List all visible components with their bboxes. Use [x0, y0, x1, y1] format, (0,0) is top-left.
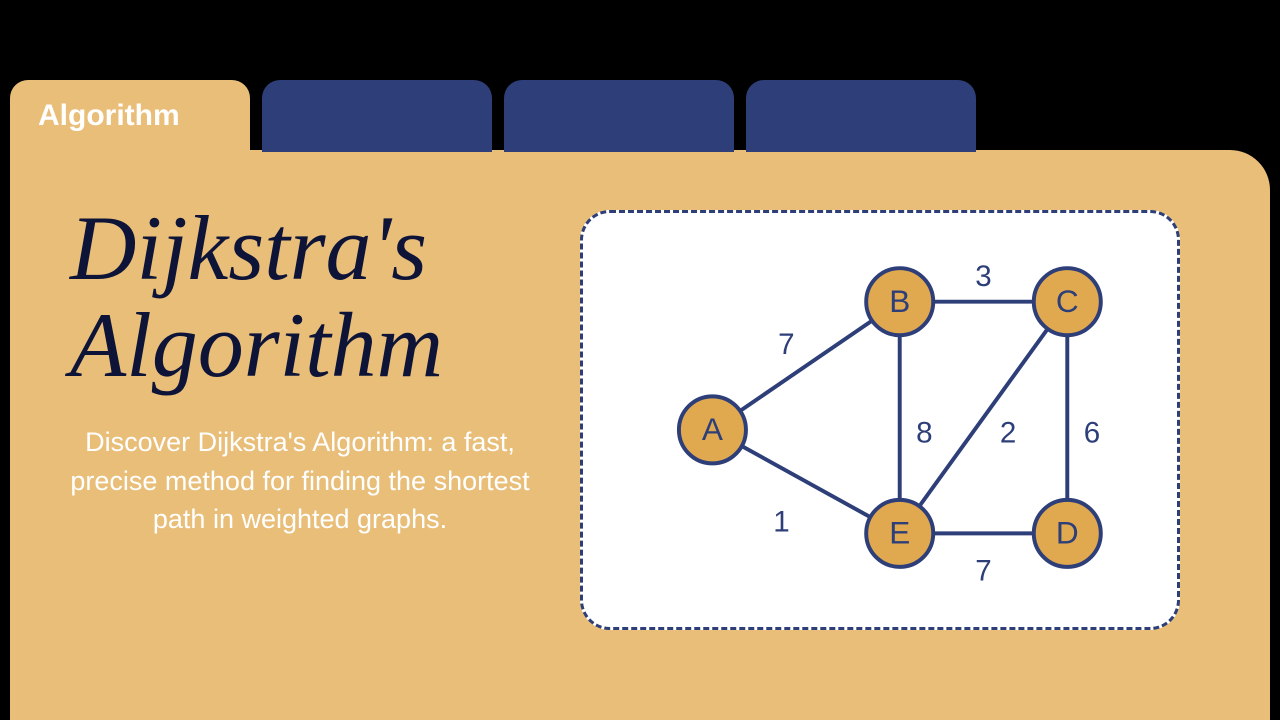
- node-label-A: A: [702, 411, 723, 447]
- edge-weight-A-B: 7: [778, 328, 794, 361]
- graph-box: A B C D E 7 3 1 8 2 6 7: [580, 210, 1180, 630]
- tab-inactive-3[interactable]: [746, 80, 976, 152]
- right-panel: A B C D E 7 3 1 8 2 6 7: [580, 160, 1200, 720]
- edge-weight-B-E: 8: [916, 417, 932, 450]
- left-panel: Dijkstra's Algorithm Discover Dijkstra's…: [10, 160, 580, 720]
- graph-nodes: A B C D E: [679, 268, 1101, 567]
- edge-weight-A-E: 1: [773, 505, 789, 538]
- node-label-E: E: [889, 515, 910, 551]
- tab-inactive-2[interactable]: [504, 80, 734, 152]
- node-label-D: D: [1056, 515, 1079, 551]
- edge-weight-E-D: 7: [975, 555, 991, 588]
- tabs-row: Algorithm: [10, 80, 976, 152]
- edge-weight-B-C: 3: [975, 260, 991, 293]
- graph-svg: A B C D E 7 3 1 8 2 6 7: [583, 213, 1177, 627]
- edge-weight-C-D: 6: [1084, 417, 1100, 450]
- description-text: Discover Dijkstra's Algorithm: a fast, p…: [70, 423, 530, 538]
- tab-inactive-1[interactable]: [262, 80, 492, 152]
- edge-weight-C-E: 2: [1000, 417, 1016, 450]
- tab-algorithm[interactable]: Algorithm: [10, 80, 250, 152]
- page-title: Dijkstra's Algorithm: [70, 200, 530, 393]
- node-label-C: C: [1056, 283, 1079, 319]
- node-label-B: B: [889, 283, 910, 319]
- content-area: Dijkstra's Algorithm Discover Dijkstra's…: [10, 160, 1270, 720]
- tab-label: Algorithm: [38, 99, 180, 133]
